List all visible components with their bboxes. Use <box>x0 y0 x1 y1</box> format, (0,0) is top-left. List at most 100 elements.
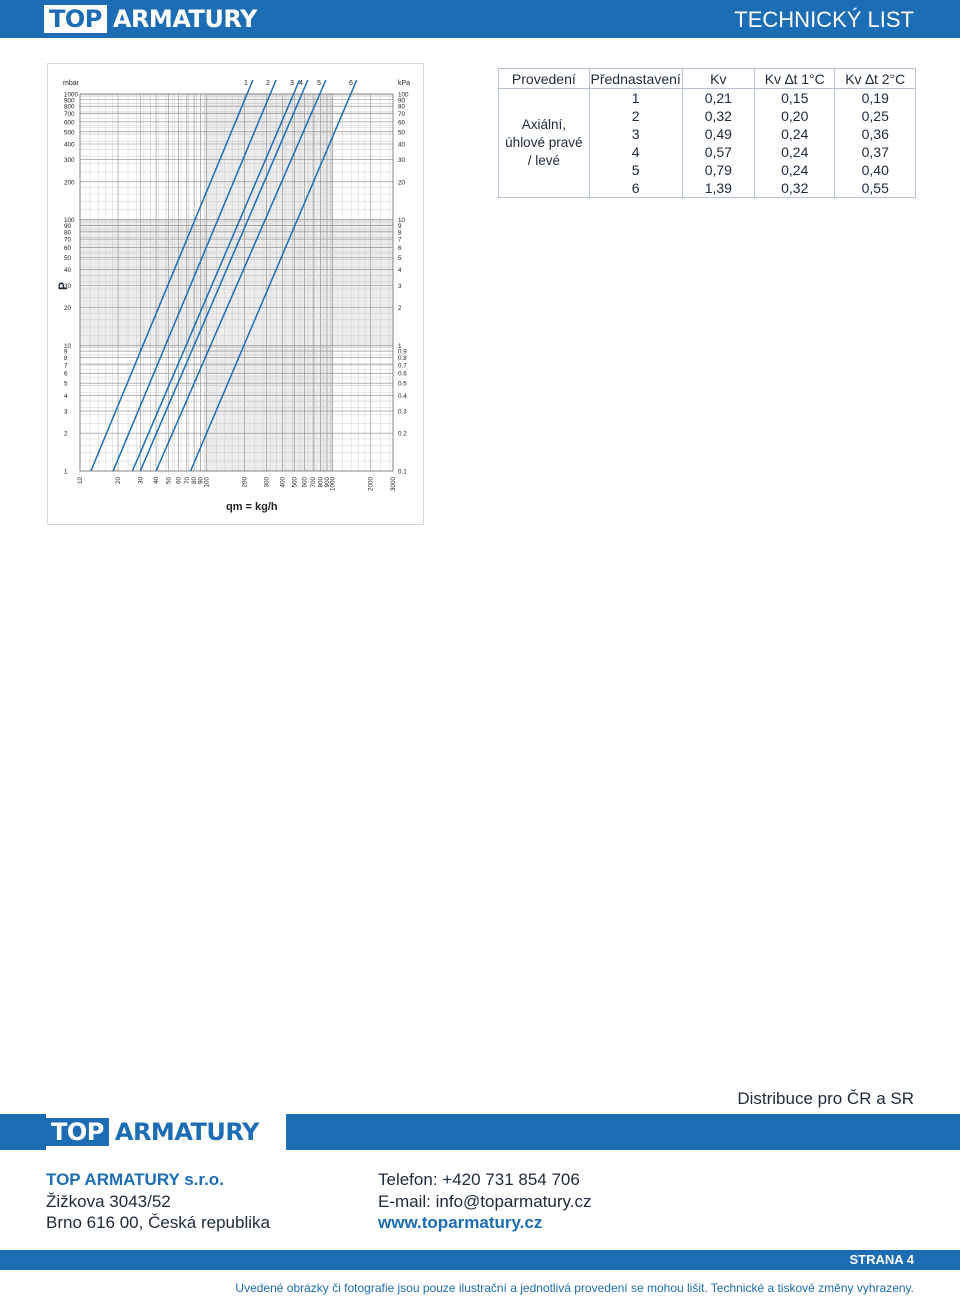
logo-top-text: TOP <box>44 5 107 33</box>
header-bar <box>0 0 960 38</box>
left-tick-label: 2 <box>64 431 68 438</box>
x-tick-label: 90 <box>198 477 205 485</box>
table-cell: 0,32 <box>753 179 836 198</box>
left-unit-label: mbar <box>63 80 80 87</box>
x-tick-label: 300 <box>264 477 271 488</box>
x-tick-label: 40 <box>153 477 160 485</box>
company-name: TOP ARMATURY s.r.o. <box>46 1170 224 1189</box>
left-tick-label: 80 <box>64 229 72 236</box>
left-tick-label: 10 <box>64 343 72 350</box>
left-tick-label: 40 <box>64 267 72 274</box>
curve-label: 4 <box>299 80 303 87</box>
table-cell: 0,21 <box>681 88 756 107</box>
x-tick-label: 2000 <box>368 477 375 492</box>
table-row: 6 1,39 0,32 0,55 <box>499 179 916 198</box>
phone-text: Telefon: +420 731 854 706 <box>378 1170 580 1189</box>
left-tick-label: 7 <box>64 362 68 369</box>
right-tick-label: 1 <box>398 343 402 350</box>
company-city: Brno 616 00, Česká republika <box>46 1213 270 1232</box>
table-row: 4 0,57 0,24 0,37 <box>499 143 916 161</box>
curve-6 <box>189 79 358 472</box>
curve-label: 6 <box>349 80 353 87</box>
page-number: STRANA 4 <box>849 1252 914 1267</box>
document-title: TECHNICKÝ LIST <box>734 7 914 32</box>
right-tick-label: 0.3 <box>398 409 407 416</box>
x-tick-label: 50 <box>165 477 172 485</box>
table-row: 3 0,49 0,24 0,36 <box>499 125 916 143</box>
left-tick-label: 900 <box>64 97 75 104</box>
x-tick-label: 80 <box>191 477 198 485</box>
table-cell: 0,79 <box>681 161 756 179</box>
left-tick-label: 90 <box>64 223 72 230</box>
table-cell: 0,19 <box>834 88 916 107</box>
right-tick-label: 8 <box>398 229 402 236</box>
x-tick-label: 100 <box>203 477 210 488</box>
col-header-kv-dt2: Kv ∆t 2°C <box>834 68 916 89</box>
table-cell: 5 <box>588 161 683 179</box>
table-cell: 2 <box>588 107 683 125</box>
right-tick-label: 0.9 <box>398 349 407 356</box>
y-axis-label: P <box>56 281 70 290</box>
kv-table: Provedení Přednastavení Kv Kv ∆t 1°C Kv … <box>498 68 916 198</box>
right-tick-label: 100 <box>398 92 409 99</box>
curve-label: 5 <box>317 80 321 87</box>
right-tick-label: 90 <box>398 97 406 104</box>
left-tick-label: 100 <box>64 217 75 224</box>
x-tick-label: 70 <box>184 477 191 485</box>
right-tick-label: 5 <box>398 255 402 262</box>
distribution-text: Distribuce pro ČR a SR <box>737 1089 914 1108</box>
table-cell: 0,20 <box>753 107 836 125</box>
chart-svg: mbar kPa qm = kg/h 100090080070060050040… <box>63 79 410 513</box>
company-address: TOP ARMATURY s.r.o. Žižkova 3043/52 Brno… <box>46 1169 270 1234</box>
right-unit-label: kPa <box>398 80 410 87</box>
table-cell: 0,40 <box>834 161 916 179</box>
email-text: E-mail: info@toparmatury.cz <box>378 1191 592 1211</box>
left-tick-label: 70 <box>64 237 72 244</box>
curve-2 <box>112 79 277 472</box>
variant-line: úhlové pravé <box>505 135 583 150</box>
x-tick-label: 60 <box>175 477 182 485</box>
company-street: Žižkova 3043/52 <box>46 1191 171 1211</box>
table-cell: 6 <box>588 179 683 198</box>
disclaimer-text: Uvedené obrázky či fotografie jsou pouze… <box>235 1281 914 1295</box>
x-tick-label: 1000 <box>330 477 337 492</box>
x-tick-label: 500 <box>292 477 299 488</box>
table-cell: 0,24 <box>753 161 836 179</box>
table-cell: 3 <box>588 125 683 143</box>
left-tick-label: 600 <box>64 119 75 126</box>
table-cell: 4 <box>588 143 683 161</box>
right-tick-label: 6 <box>398 245 402 252</box>
logo-armatury-text: ARMATURY <box>112 5 258 33</box>
curve-label: 3 <box>290 80 294 87</box>
table-cell: 0,24 <box>753 143 836 161</box>
left-tick-label: 8 <box>64 355 68 362</box>
right-tick-label: 9 <box>398 223 402 230</box>
table-cell: 0,57 <box>681 143 756 161</box>
x-tick-label: 700 <box>310 477 317 488</box>
left-tick-label: 5 <box>64 381 68 388</box>
right-tick-label: 0.2 <box>398 431 407 438</box>
left-tick-label: 800 <box>64 104 75 111</box>
page-number-bar <box>0 1250 960 1270</box>
left-tick-label: 300 <box>64 157 75 164</box>
left-tick-label: 60 <box>64 245 72 252</box>
right-tick-label: 0.1 <box>398 469 407 476</box>
left-tick-label: 50 <box>64 255 72 262</box>
curve-label: 1 <box>244 80 248 87</box>
right-tick-label: 70 <box>398 111 406 118</box>
curve-3 <box>131 79 301 472</box>
curve-label: 2 <box>266 80 270 87</box>
x-tick-label: 900 <box>324 477 331 488</box>
left-tick-label: 500 <box>64 129 75 136</box>
right-tick-label: 50 <box>398 129 406 136</box>
table-cell: 0,49 <box>681 125 756 143</box>
left-tick-label: 9 <box>64 349 68 356</box>
table-cell: 0,32 <box>681 107 756 125</box>
right-tick-label: 0.6 <box>398 371 407 378</box>
website-link[interactable]: www.toparmatury.cz <box>378 1213 543 1232</box>
left-tick-label: 6 <box>64 371 68 378</box>
table-row: 2 0,32 0,20 0,25 <box>499 107 916 125</box>
pressure-flow-chart: mbar kPa qm = kg/h 1000 900 800 700 600 500 40… <box>47 63 424 525</box>
left-tick-label: 30 <box>64 283 72 290</box>
right-tick-label: 4 <box>398 267 402 274</box>
